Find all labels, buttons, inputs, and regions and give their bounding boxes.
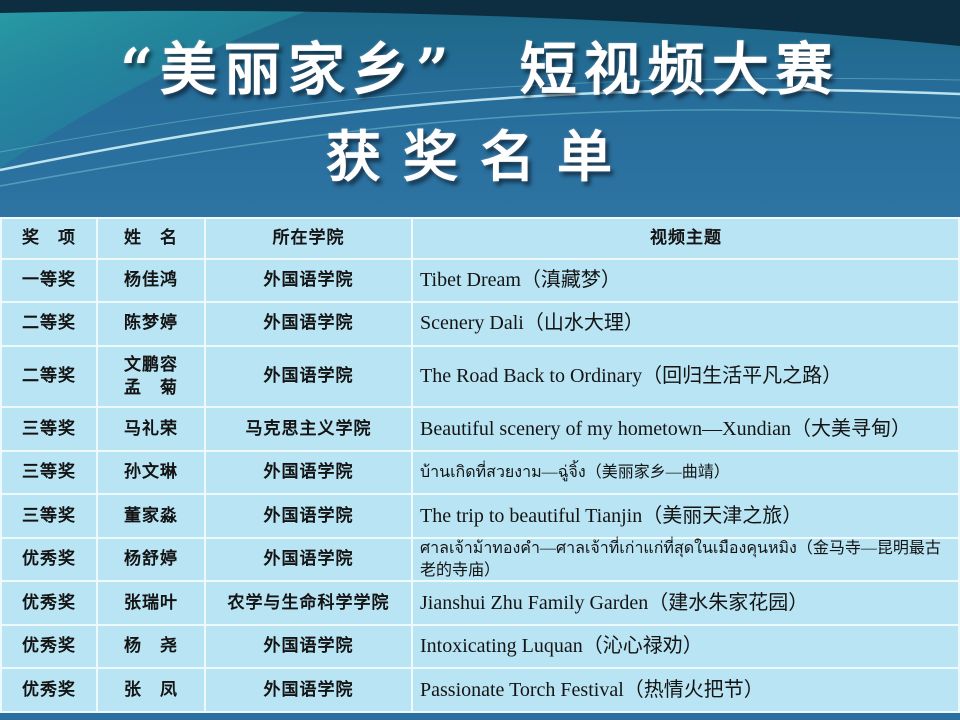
topic-cell: Scenery Dali（山水大理） [413, 303, 958, 345]
table-row: 优秀奖 杨舒婷 外国语学院 ศาลเจ้าม้าทองคำ—ศาลเจ้าที่… [2, 538, 958, 581]
award-cell: 二等奖 [2, 346, 96, 407]
footer-strip [0, 713, 960, 720]
topic-cell: ศาลเจ้าม้าทองคำ—ศาลเจ้าที่เก่าแก่ที่สุดใ… [413, 538, 958, 581]
table-row: 三等奖 孙文琳 外国语学院 บ้านเกิดที่สวยงาม—ฉู่จิ้ง（… [2, 451, 958, 494]
topic-cell: Tibet Dream（滇藏梦） [413, 259, 958, 302]
award-cell: 优秀奖 [2, 669, 96, 711]
name-cell: 张瑞叶 [98, 582, 204, 624]
table-row: 优秀奖 杨 尧 外国语学院 Intoxicating Luquan（沁心禄劝） [2, 625, 958, 668]
award-cell: 三等奖 [2, 451, 96, 494]
topic-cell: บ้านเกิดที่สวยงาม—ฉู่จิ้ง（美丽家乡—曲靖） [413, 451, 958, 494]
name-cell: 杨 尧 [98, 625, 204, 668]
topic-cell: Passionate Torch Festival（热情火把节） [413, 669, 958, 711]
table-row: 三等奖 董家淼 外国语学院 The trip to beautiful Tian… [2, 495, 958, 537]
header-topic: 视频主题 [413, 219, 958, 258]
table-row: 三等奖 马礼荣 马克思主义学院 Beautiful scenery of my … [2, 408, 958, 450]
name-cell: 杨佳鸿 [98, 259, 204, 302]
banner-swoosh-graphic [0, 0, 960, 217]
college-cell: 外国语学院 [206, 538, 411, 581]
table-row: 二等奖 陈梦婷 外国语学院 Scenery Dali（山水大理） [2, 303, 958, 345]
award-cell: 优秀奖 [2, 582, 96, 624]
table-header-row: 奖 项 姓 名 所在学院 视频主题 [2, 219, 958, 258]
table-row: 一等奖 杨佳鸿 外国语学院 Tibet Dream（滇藏梦） [2, 259, 958, 302]
name-cell: 陈梦婷 [98, 303, 204, 345]
title-banner: “美丽家乡” 短视频大赛 获奖名单 [0, 0, 960, 217]
name-cell: 文鹏容 孟 菊 [98, 346, 204, 407]
topic-cell: The trip to beautiful Tianjin（美丽天津之旅） [413, 495, 958, 537]
header-college: 所在学院 [206, 219, 411, 258]
college-cell: 外国语学院 [206, 625, 411, 668]
award-cell: 三等奖 [2, 495, 96, 537]
header-name: 姓 名 [98, 219, 204, 258]
award-cell: 优秀奖 [2, 625, 96, 668]
name-cell: 董家淼 [98, 495, 204, 537]
college-cell: 外国语学院 [206, 259, 411, 302]
table-row: 优秀奖 张瑞叶 农学与生命科学学院 Jianshui Zhu Family Ga… [2, 582, 958, 624]
slide-title-line1: “美丽家乡” 短视频大赛 [120, 36, 840, 103]
award-cell: 优秀奖 [2, 538, 96, 581]
topic-cell: Jianshui Zhu Family Garden（建水朱家花园） [413, 582, 958, 624]
slide-title-line2: 获奖名单 [325, 124, 634, 189]
topic-cell: The Road Back to Ordinary（回归生活平凡之路） [413, 346, 958, 407]
name-cell: 马礼荣 [98, 408, 204, 450]
award-cell: 三等奖 [2, 408, 96, 450]
award-table: 奖 项 姓 名 所在学院 视频主题 一等奖 杨佳鸿 外国语学院 Tibet Dr… [0, 217, 960, 713]
award-cell: 二等奖 [2, 303, 96, 345]
name-cell: 孙文琳 [98, 451, 204, 494]
college-cell: 外国语学院 [206, 346, 411, 407]
award-cell: 一等奖 [2, 259, 96, 302]
college-cell: 外国语学院 [206, 303, 411, 345]
college-cell: 外国语学院 [206, 495, 411, 537]
table-row: 优秀奖 张 凤 外国语学院 Passionate Torch Festival（… [2, 669, 958, 711]
college-cell: 外国语学院 [206, 451, 411, 494]
table-row: 二等奖 文鹏容 孟 菊 外国语学院 The Road Back to Ordin… [2, 346, 958, 407]
header-award: 奖 项 [2, 219, 96, 258]
name-cell: 杨舒婷 [98, 538, 204, 581]
name-cell: 张 凤 [98, 669, 204, 711]
college-cell: 农学与生命科学学院 [206, 582, 411, 624]
topic-cell: Intoxicating Luquan（沁心禄劝） [413, 625, 958, 668]
college-cell: 马克思主义学院 [206, 408, 411, 450]
topic-cell: Beautiful scenery of my hometown—Xundian… [413, 408, 958, 450]
college-cell: 外国语学院 [206, 669, 411, 711]
